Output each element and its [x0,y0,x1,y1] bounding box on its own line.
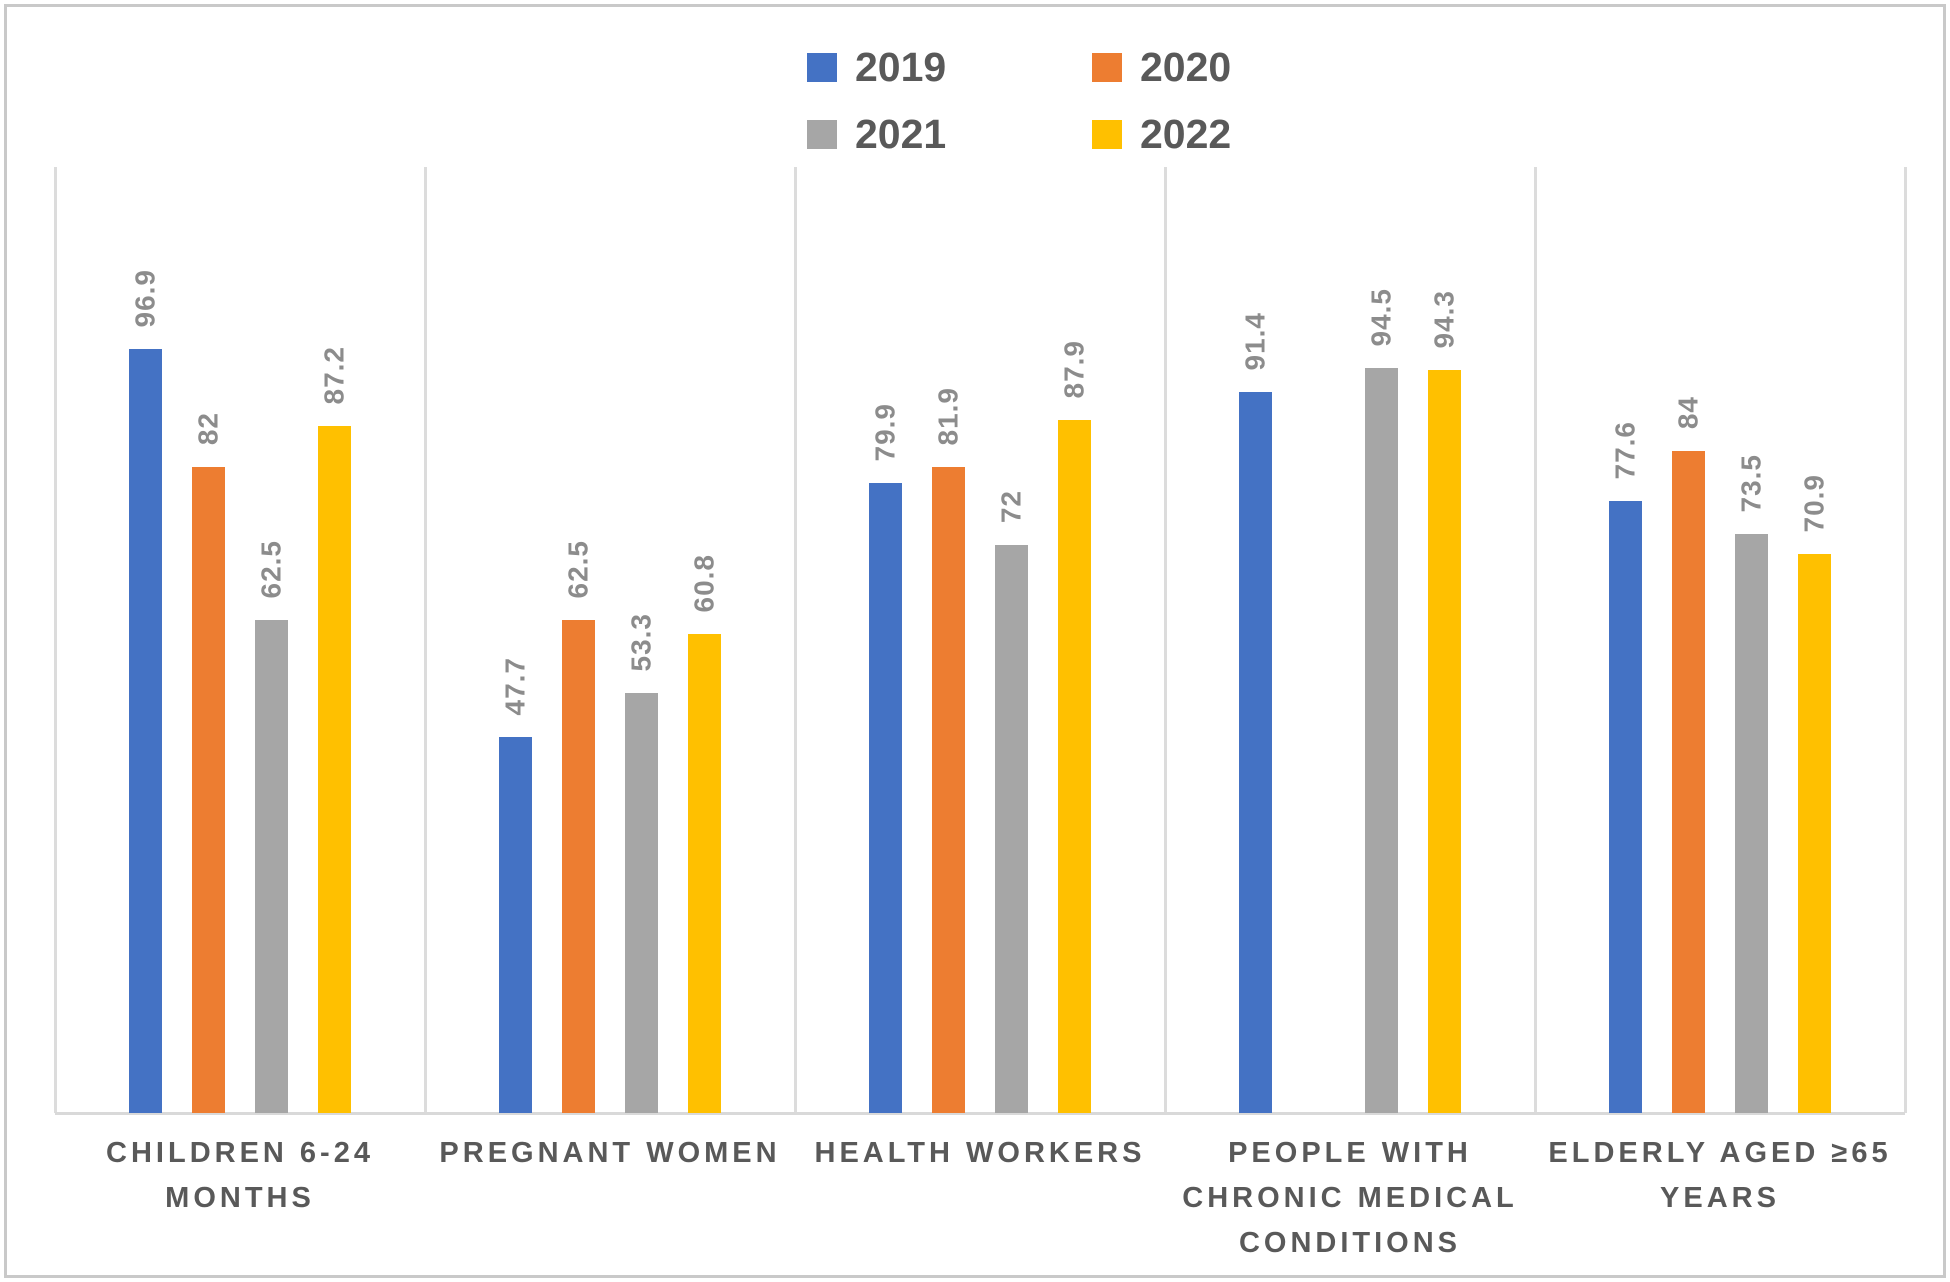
bar [562,620,595,1113]
bar-value-label: 77.6 [1609,420,1641,480]
category-label: PEOPLE WITH CHRONIC MEDICAL CONDITIONS [1165,1131,1535,1266]
category-label-line: CHRONIC MEDICAL [1182,1182,1518,1214]
category-separator-gridline [1534,167,1537,1113]
category-label-line: PEOPLE WITH [1228,1137,1472,1169]
legend-label: 2019 [855,44,947,90]
bar [932,467,965,1113]
bar-value-label: 91.4 [1239,311,1271,371]
legend-label: 2022 [1140,111,1232,157]
bar [1428,370,1461,1113]
bar [255,620,288,1113]
bar-value-label: 60.8 [688,553,720,613]
category-label-line: ELDERLY AGED ≥65 [1548,1137,1892,1169]
bar-value-label: 79.9 [869,402,901,462]
bar-value-label: 87.2 [318,345,350,405]
bar [1672,451,1705,1113]
legend-item-2021: 2021 [807,114,1092,155]
bar-value-label: 82 [192,411,224,445]
category-separator-gridline [1904,167,1907,1113]
bar-value-label: 73.5 [1735,453,1767,513]
bar-value-label: 47.7 [499,656,531,716]
bar-value-label: 81.9 [932,386,964,446]
bar [192,467,225,1113]
bar-value-label: 94.5 [1365,287,1397,347]
chart-frame: 2019 2020 2021 2022 96.9 82 62.5 87.2 47.7 62.5 5… [4,4,1946,1278]
bar [318,426,351,1113]
legend-swatch-icon [807,53,837,82]
bar [625,693,658,1113]
bar-value-label: 96.9 [129,268,161,328]
bar [1798,554,1831,1113]
plot-area: 96.9 82 62.5 87.2 47.7 62.5 53.3 60.8 79.9 81.9 72… [54,167,1907,1115]
legend-swatch-icon [1092,120,1122,149]
legend-label: 2020 [1140,44,1232,90]
legend-item-2022: 2022 [1092,114,1377,155]
legend-swatch-icon [1092,53,1122,82]
bar-value-label: 62.5 [562,539,594,599]
bar-value-label: 87.9 [1058,339,1090,399]
bar [1735,534,1768,1113]
category-label: CHILDREN 6-24 MONTHS [55,1131,425,1266]
category-label: ELDERLY AGED ≥65 YEARS [1535,1131,1905,1266]
bar-value-label: 62.5 [255,539,287,599]
category-label-line: CONDITIONS [1238,1227,1462,1259]
bar [499,737,532,1113]
legend-item-2020: 2020 [1092,47,1377,88]
legend-item-2019: 2019 [807,47,1092,88]
bar-value-label: 84 [1672,395,1704,429]
category-label-line: CHILDREN 6-24 [106,1137,374,1169]
category-separator-gridline [794,167,797,1113]
bar [995,545,1028,1113]
category-label-line: MONTHS [165,1182,315,1214]
bar-value-label: 70.9 [1798,473,1830,533]
category-label-line: HEALTH WORKERS [814,1137,1146,1169]
bar [1609,501,1642,1113]
bar [1058,420,1091,1113]
bar-value-label: 94.3 [1428,289,1460,349]
category-separator-gridline [424,167,427,1113]
bar-value-label: 72 [995,489,1027,523]
category-axis: CHILDREN 6-24 MONTHS PREGNANT WOMEN HEALTH … [55,1131,1905,1266]
chart-legend: 2019 2020 2021 2022 [807,47,1377,155]
bar [869,483,902,1113]
category-label-line: PREGNANT WOMEN [439,1137,781,1169]
legend-swatch-icon [807,120,837,149]
bar-value-label: 53.3 [625,612,657,672]
bar [1365,368,1398,1113]
bar [688,634,721,1113]
category-label: HEALTH WORKERS [795,1131,1165,1266]
legend-label: 2021 [855,111,947,157]
category-separator-gridline [1164,167,1167,1113]
bar [129,349,162,1113]
bar [1239,392,1272,1113]
category-label: PREGNANT WOMEN [425,1131,795,1266]
x-axis-baseline [55,1112,1905,1115]
category-separator-gridline [54,167,57,1113]
category-label-line: YEARS [1660,1182,1780,1214]
